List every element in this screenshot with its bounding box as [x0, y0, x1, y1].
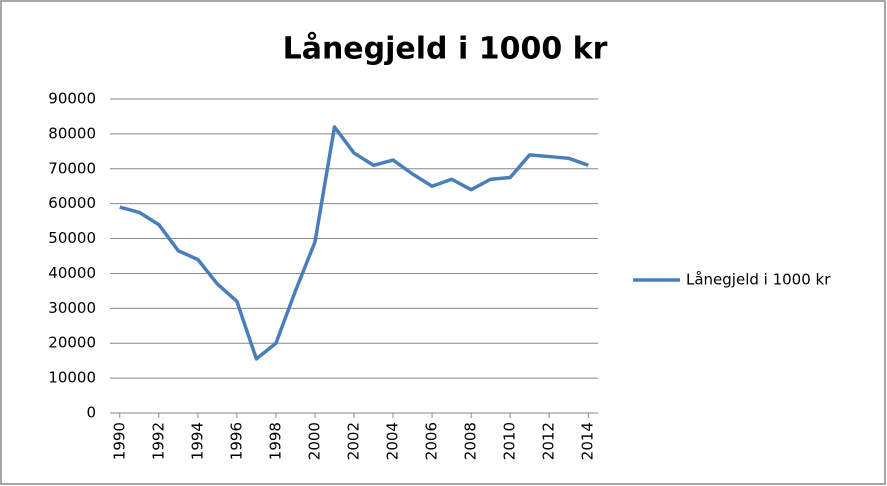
y-tick-label: 60000 [48, 194, 96, 212]
y-tick-label: 80000 [48, 124, 96, 142]
y-tick-label: 0 [86, 404, 96, 422]
x-tick-label: 2010 [501, 422, 519, 460]
legend-label: Lånegjeld i 1000 kr [686, 271, 831, 289]
x-tick-label: 2008 [462, 422, 480, 460]
y-tick-label: 90000 [48, 90, 96, 108]
x-tick-label: 1994 [188, 422, 206, 460]
series-line [119, 125, 589, 361]
x-tick-label: 2004 [384, 422, 402, 460]
y-tick-label: 20000 [48, 334, 96, 352]
x-tick-label: 1998 [266, 422, 284, 460]
x-tick-label: 2006 [423, 422, 441, 460]
chart-title: Lånegjeld i 1000 kr [283, 31, 608, 67]
x-tick-label: 1996 [227, 422, 245, 460]
x-tick-label: 2012 [540, 422, 558, 460]
y-tick-label: 50000 [48, 229, 96, 247]
x-tick-label: 1992 [149, 422, 167, 460]
y-tick-label: 10000 [48, 369, 96, 387]
x-tick-label: 2002 [345, 422, 363, 460]
x-tick-label: 2000 [305, 422, 323, 460]
y-tick-label: 40000 [48, 264, 96, 282]
x-tick-label: 2014 [579, 422, 597, 460]
y-tick-label: 30000 [48, 299, 96, 317]
x-tick-label: 1990 [110, 422, 128, 460]
y-tick-label: 70000 [48, 159, 96, 177]
